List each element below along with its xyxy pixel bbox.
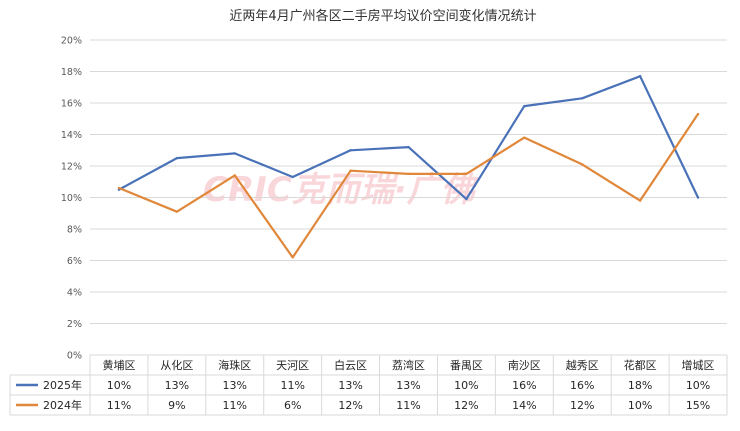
- table-cell-value: 12%: [454, 399, 478, 412]
- x-category-label: 越秀区: [566, 358, 599, 372]
- data-point: [638, 199, 642, 202]
- gridlines: [90, 39, 727, 356]
- data-point: [291, 175, 294, 179]
- series-lines: [117, 75, 700, 259]
- x-category-label: 白云区: [334, 358, 367, 372]
- data-point: [175, 210, 179, 213]
- data-point: [696, 196, 700, 199]
- y-tick-label: 10%: [61, 193, 82, 204]
- x-category-label: 天河区: [276, 359, 309, 372]
- data-table: 黄埔区 从化区 海珠区 天河区 白云区 荔湾区 番禺区 南沙区 越秀区 花都区 增城区 2025年 10…: [9, 354, 728, 416]
- data-point: [638, 75, 642, 78]
- y-tick-label: 4%: [67, 288, 82, 299]
- table-cell-value: 6%: [284, 399, 301, 412]
- x-category-label: 南沙区: [508, 359, 541, 372]
- table-cell-value: 12%: [338, 399, 362, 412]
- data-point: [349, 169, 352, 172]
- table-cell-value: 11%: [107, 399, 131, 412]
- table-cell-value: 11%: [223, 399, 247, 412]
- table-cell-value: 12%: [570, 399, 594, 412]
- data-point: [523, 136, 526, 139]
- table-cell-value: 18%: [628, 379, 652, 392]
- data-point: [233, 174, 236, 177]
- watermark-logo: CRIC克而瑞·广佛: [203, 170, 479, 210]
- data-point: [523, 104, 526, 108]
- x-category-label: 增城区: [682, 358, 715, 372]
- data-point: [581, 97, 584, 100]
- table-cell-value: 11%: [396, 399, 420, 412]
- data-point: [233, 152, 236, 155]
- table-cell-value: 9%: [168, 399, 185, 412]
- table-cell-value: 13%: [338, 379, 362, 392]
- data-point: [465, 197, 468, 201]
- table-cell-value: 13%: [223, 379, 247, 392]
- watermark-text: CRIC克而瑞·广佛: [203, 170, 479, 210]
- data-point: [117, 186, 121, 190]
- y-tick-label: 8%: [67, 225, 82, 236]
- legend-series-name: 2024年: [43, 398, 82, 412]
- data-point: [407, 172, 410, 176]
- y-tick-label: 12%: [61, 162, 82, 173]
- legend-series-name: 2025年: [43, 378, 82, 392]
- chart-title: 近两年4月广州各区二手房平均议价空间变化情况统计: [229, 8, 536, 24]
- y-tick-label: 16%: [61, 99, 82, 110]
- data-point: [291, 256, 294, 259]
- table-cell-value: 10%: [628, 399, 652, 412]
- data-point: [349, 149, 352, 152]
- x-category-label: 黄埔区: [102, 358, 135, 372]
- y-tick-label: 2%: [67, 319, 82, 330]
- x-category-label: 番禺区: [450, 359, 483, 372]
- data-point: [581, 163, 584, 166]
- table-cell-value: 10%: [686, 379, 710, 392]
- data-point: [407, 145, 410, 149]
- x-category-label: 从化区: [160, 358, 193, 372]
- y-tick-label: 6%: [67, 256, 82, 267]
- table-cell-value: 13%: [396, 379, 420, 392]
- table-cell-value: 16%: [512, 379, 536, 392]
- data-point: [465, 172, 468, 176]
- table-cell-value: 13%: [165, 379, 189, 392]
- table-cell-value: 10%: [107, 379, 131, 392]
- x-category-label: 荔湾区: [392, 358, 425, 372]
- x-category-label: 海珠区: [218, 358, 251, 372]
- data-point: [696, 112, 700, 116]
- y-tick-label: 14%: [61, 130, 82, 141]
- table-cell-value: 14%: [512, 399, 536, 412]
- table-cell-value: 11%: [280, 379, 304, 392]
- table-cell-value: 16%: [570, 379, 594, 392]
- y-axis: 0% 2% 4% 6% 8% 10% 12% 14% 16% 18% 20%: [61, 36, 82, 362]
- table-cell-value: 10%: [454, 379, 478, 392]
- data-point: [175, 156, 179, 160]
- x-category-label: 花都区: [624, 359, 657, 372]
- y-tick-label: 20%: [61, 36, 82, 47]
- table-cell-value: 15%: [686, 399, 710, 412]
- y-tick-label: 0%: [67, 351, 82, 362]
- y-tick-label: 18%: [61, 67, 82, 78]
